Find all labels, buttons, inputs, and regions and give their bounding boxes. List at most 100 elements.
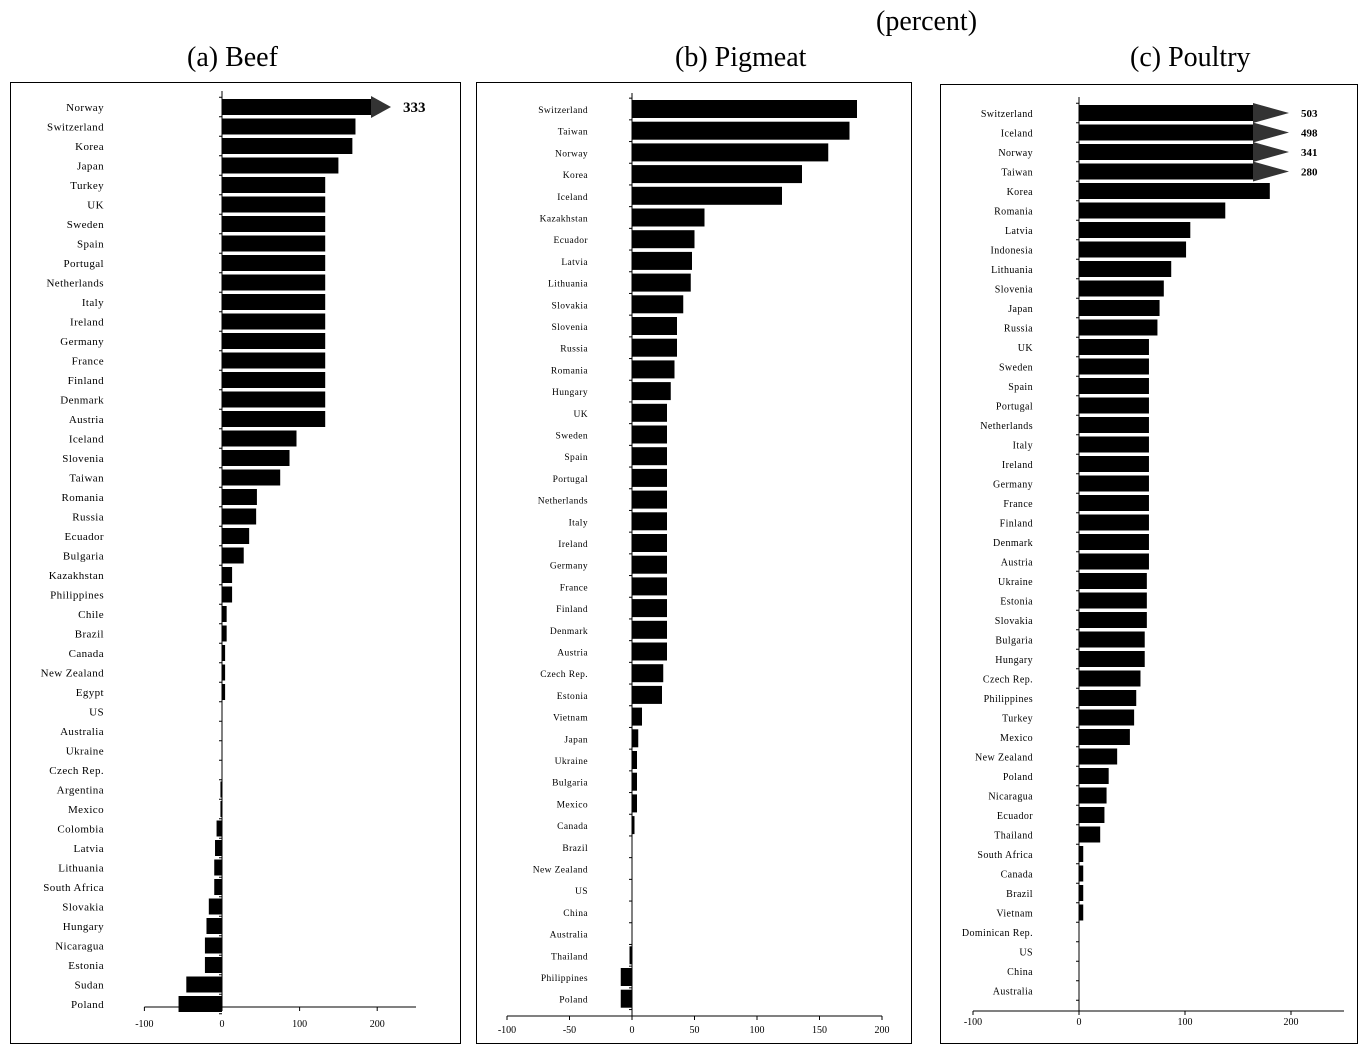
bar-austria (632, 642, 667, 661)
category-label-slovakia: Slovakia (552, 301, 589, 311)
bar-france (222, 352, 326, 369)
bar-canada (222, 645, 226, 661)
category-label-taiwan: Taiwan (1001, 168, 1033, 179)
bar-hungary (632, 382, 671, 401)
bar-uk (632, 403, 667, 422)
category-label-ukraine: Ukraine (555, 757, 588, 767)
category-label-new-zealand: New Zealand (41, 668, 104, 680)
category-label-norway: Norway (998, 148, 1033, 159)
category-label-brazil: Brazil (75, 629, 104, 641)
category-label-thailand: Thailand (994, 831, 1033, 842)
bar-austria (222, 411, 326, 427)
bar-uk (1079, 339, 1149, 355)
category-label-portugal: Portugal (996, 402, 1033, 413)
category-label-bulgaria: Bulgaria (552, 779, 588, 789)
bar-thailand (629, 946, 632, 965)
bar-denmark (222, 391, 326, 408)
category-label-thailand: Thailand (551, 952, 588, 962)
category-label-italy: Italy (569, 518, 588, 528)
bar-italy (632, 512, 667, 531)
bar-romania (1079, 202, 1226, 219)
category-label-ireland: Ireland (1002, 460, 1033, 471)
bar-germany (1079, 475, 1149, 492)
bar-arrow-norway (1253, 142, 1289, 162)
category-label-portugal: Portugal (553, 475, 588, 485)
bar-denmark (632, 620, 667, 639)
bar-ecuador (632, 230, 695, 249)
category-label-ireland: Ireland (70, 317, 104, 329)
category-label-denmark: Denmark (60, 395, 104, 407)
bar-bulgaria (222, 547, 244, 564)
category-label-indonesia: Indonesia (991, 246, 1034, 257)
bar-switzerland (222, 118, 356, 135)
category-label-ukraine: Ukraine (998, 577, 1033, 588)
bar-netherlands (222, 274, 326, 291)
bar-mexico (220, 801, 222, 817)
bar-new-zealand (222, 664, 226, 681)
chart-title-poultry: (c) Poultry (1130, 42, 1251, 73)
bar-canada (1079, 865, 1084, 882)
category-label-bulgaria: Bulgaria (63, 551, 104, 563)
bar-estonia (632, 685, 662, 704)
bar-germany (632, 555, 667, 574)
category-label-russia: Russia (72, 512, 104, 524)
bar-spain (632, 447, 667, 466)
value-tick-label: 100 (1178, 1017, 1193, 1028)
bar-france (632, 577, 667, 596)
bar-canada (632, 816, 635, 835)
chart-pigmeat: -100 -50 0 50 100 150 200 Switzerland Taiwan Norw… (498, 93, 890, 1036)
bar-taiwan (222, 469, 281, 486)
bar-mexico (632, 794, 637, 813)
bar-brazil (222, 625, 227, 642)
category-label-ecuador: Ecuador (997, 811, 1033, 822)
category-label-colombia: Colombia (57, 824, 104, 836)
bar-lithuania (214, 859, 222, 876)
category-label-switzerland: Switzerland (981, 109, 1033, 120)
category-label-iceland: Iceland (557, 193, 588, 203)
bar-philippines (1079, 690, 1137, 706)
category-label-brazil: Brazil (562, 844, 588, 854)
value-label-iceland: 498 (1301, 128, 1318, 140)
category-label-germany: Germany (60, 336, 104, 348)
category-label-nicaragua: Nicaragua (988, 792, 1033, 803)
chart-title-beef: (a) Beef (187, 42, 278, 73)
chart-poultry: -100 0 100 200 Switzerland 503 Iceland 498 Norwa… (962, 97, 1344, 1028)
value-tick-label: 50 (690, 1025, 700, 1036)
category-label-philippines: Philippines (541, 974, 588, 984)
bar-switzerland (632, 100, 857, 118)
category-label-ecuador: Ecuador (65, 531, 104, 543)
chart-panel-poultry: -100 0 100 200 Switzerland 503 Iceland 498 Norwa… (940, 84, 1358, 1044)
category-label-philippines: Philippines (50, 590, 104, 602)
bar-vietnam (1079, 904, 1084, 921)
category-label-latvia: Latvia (74, 843, 105, 855)
bar-ukraine (1079, 573, 1147, 589)
value-tick-label: -100 (498, 1025, 516, 1036)
category-label-finland: Finland (68, 375, 105, 387)
bar-thailand (1079, 826, 1101, 843)
category-label-latvia: Latvia (1005, 226, 1033, 237)
value-tick-label: 100 (292, 1019, 307, 1030)
bar-iceland (1079, 124, 1253, 141)
category-label-vietnam: Vietnam (553, 714, 588, 724)
bar-japan (222, 157, 339, 174)
bar-japan (632, 729, 639, 748)
category-label-china: China (563, 909, 588, 919)
category-label-slovenia: Slovenia (552, 323, 589, 333)
bar-netherlands (632, 490, 667, 509)
bar-ireland (632, 534, 667, 552)
bar-russia (1079, 319, 1158, 336)
category-label-russia: Russia (1004, 324, 1033, 335)
chart-title-pigmeat: (b) Pigmeat (675, 42, 807, 73)
bar-czech-rep (632, 664, 664, 683)
bar-arrow-iceland (1253, 122, 1289, 143)
bar-ireland (222, 313, 326, 330)
bar-hungary (1079, 651, 1145, 667)
bar-kazakhstan (222, 567, 233, 583)
category-label-romania: Romania (551, 366, 588, 376)
category-label-romania: Romania (61, 492, 104, 504)
bar-france (1079, 495, 1149, 511)
category-label-mexico: Mexico (1000, 733, 1033, 744)
bar-lithuania (1079, 261, 1172, 277)
bar-hungary (206, 918, 222, 934)
bar-norway (1079, 144, 1253, 160)
